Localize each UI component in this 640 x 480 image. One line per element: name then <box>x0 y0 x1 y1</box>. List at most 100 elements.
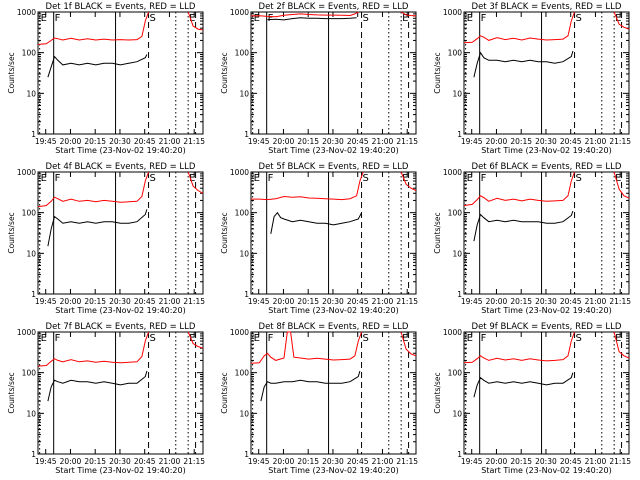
x-tick-label: 19:45 <box>461 457 483 466</box>
marker-label: E <box>189 173 195 184</box>
x-tick-label: 19:45 <box>248 137 270 146</box>
series-lld-line <box>613 11 630 30</box>
plot-frame <box>463 331 630 455</box>
y-tick-label: 1000 <box>443 328 462 337</box>
x-tick-label: 21:00 <box>159 137 181 146</box>
y-tick-label: 100 <box>448 369 463 378</box>
x-tick-label: 20:00 <box>60 137 82 146</box>
marker-label: E <box>41 13 47 24</box>
marker-label: E <box>254 13 260 24</box>
x-tick-label: 20:00 <box>273 297 295 306</box>
x-tick-label: 21:00 <box>585 297 607 306</box>
y-tick-label: 1 <box>457 290 462 299</box>
marker-label: F <box>268 333 274 344</box>
x-axis-label: Start Time (23-Nov-02 19:40:20) <box>481 306 611 315</box>
x-tick-label: 20:30 <box>535 137 557 146</box>
x-tick-label: 21:15 <box>609 297 631 306</box>
y-tick-label: 1000 <box>17 8 36 17</box>
marker-label: E <box>41 333 47 344</box>
series-events-line <box>473 372 574 398</box>
marker-label: F <box>55 333 61 344</box>
x-tick-label: 20:15 <box>84 297 106 306</box>
marker-label: S <box>150 333 156 344</box>
series-lld-line <box>613 331 630 359</box>
x-tick-label: 20:45 <box>560 297 582 306</box>
series-events-line <box>270 211 363 234</box>
y-axis-label: Counts/sec <box>7 212 16 253</box>
x-tick-label: 20:45 <box>347 137 369 146</box>
marker-label: E <box>402 173 408 184</box>
series-events-line <box>47 370 148 402</box>
marker-label: E <box>467 173 473 184</box>
y-tick-label: 10 <box>26 89 36 98</box>
series-lld-line <box>251 171 364 201</box>
x-tick-label: 20:30 <box>535 457 557 466</box>
x-tick-label: 20:45 <box>134 297 156 306</box>
plot-frame <box>37 11 204 135</box>
panel-6: Det 6f BLACK = Events, RED = LLD 1 10 100 10… <box>433 162 631 315</box>
panel-7: Det 7f BLACK = Events, RED = LLD 1 10 100 10… <box>7 322 205 475</box>
series-lld-line <box>613 171 630 199</box>
x-tick-label: 19:45 <box>248 297 270 306</box>
x-tick-label: 20:30 <box>322 137 344 146</box>
panel-2: Det 2f BLACK = Events, RED = LLD 1 10 100 10… <box>220 2 418 155</box>
x-axis-label: Start Time (23-Nov-02 19:40:20) <box>481 146 611 155</box>
y-tick-label: 100 <box>448 49 463 58</box>
series-lld-line <box>400 331 417 357</box>
x-tick-label: 20:15 <box>297 297 319 306</box>
x-tick-label: 21:00 <box>159 297 181 306</box>
x-tick-label: 20:30 <box>535 297 557 306</box>
panel-title: Det 1f BLACK = Events, RED = LLD <box>46 2 196 12</box>
x-tick-label: 21:15 <box>396 137 418 146</box>
marker-label: E <box>402 13 408 24</box>
x-axis-label: Start Time (23-Nov-02 19:40:20) <box>55 466 185 475</box>
x-tick-label: 20:00 <box>486 297 508 306</box>
x-tick-label: 20:15 <box>297 457 319 466</box>
marker-label: S <box>576 173 582 184</box>
y-axis-label: Counts/sec <box>433 212 442 253</box>
marker-label: F <box>481 173 487 184</box>
plot-frame <box>250 331 417 455</box>
x-tick-label: 20:15 <box>510 457 532 466</box>
panel-title: Det 4f BLACK = Events, RED = LLD <box>46 162 196 172</box>
marker-label: S <box>363 333 369 344</box>
plot-frame <box>37 331 204 455</box>
x-axis-label: Start Time (23-Nov-02 19:40:20) <box>481 466 611 475</box>
y-axis-label: Counts/sec <box>433 372 442 413</box>
marker-label: F <box>55 173 61 184</box>
y-tick-label: 100 <box>235 369 250 378</box>
marker-label: S <box>363 173 369 184</box>
y-tick-label: 10 <box>239 409 249 418</box>
panel-5: Det 5f BLACK = Events, RED = LLD 1 10 100 10… <box>220 162 418 315</box>
plot-frame <box>37 171 204 295</box>
panel-9: Det 9f BLACK = Events, RED = LLD 1 10 100 10… <box>433 322 631 475</box>
series-lld-line <box>187 11 204 31</box>
panel-title: Det 8f BLACK = Events, RED = LLD <box>259 322 409 332</box>
y-tick-label: 100 <box>235 209 250 218</box>
x-tick-label: 19:45 <box>35 297 57 306</box>
x-tick-label: 19:45 <box>248 457 270 466</box>
x-tick-label: 20:00 <box>486 457 508 466</box>
series-lld-line <box>250 331 363 364</box>
marker-label: F <box>481 333 487 344</box>
panel-title: Det 3f BLACK = Events, RED = LLD <box>472 2 622 12</box>
marker-label: E <box>615 333 621 344</box>
marker-label: S <box>150 13 156 24</box>
y-tick-label: 1 <box>244 130 249 139</box>
series-lld-line <box>37 331 150 367</box>
series-events-line <box>260 370 361 402</box>
series-lld-line <box>37 11 150 45</box>
series-events-line <box>47 209 148 247</box>
y-tick-label: 100 <box>235 49 250 58</box>
y-tick-label: 100 <box>22 369 37 378</box>
y-tick-label: 1 <box>31 290 36 299</box>
y-axis-label: Counts/sec <box>7 52 16 93</box>
marker-label: E <box>615 173 621 184</box>
y-tick-label: 10 <box>239 89 249 98</box>
x-tick-label: 20:00 <box>60 457 82 466</box>
x-axis-label: Start Time (23-Nov-02 19:40:20) <box>55 146 185 155</box>
y-axis-label: Counts/sec <box>220 212 229 253</box>
panel-1: Det 1f BLACK = Events, RED = LLD 1 10 100 10… <box>7 2 205 155</box>
y-axis-label: Counts/sec <box>433 52 442 93</box>
